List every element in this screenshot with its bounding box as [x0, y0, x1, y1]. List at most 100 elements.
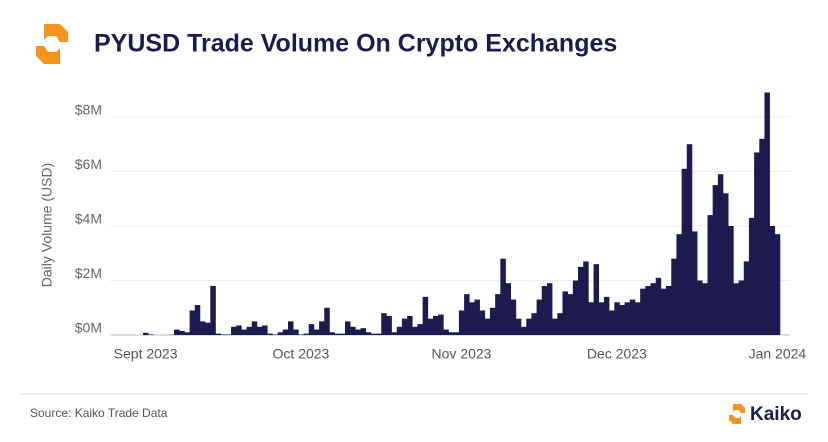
x-tick-label: Sept 2023	[114, 346, 178, 362]
bar	[666, 285, 672, 335]
bar	[148, 334, 154, 335]
bar	[344, 321, 351, 335]
bar	[355, 329, 361, 335]
bar	[277, 332, 284, 335]
bar	[655, 277, 662, 335]
bar	[464, 294, 470, 335]
bar	[174, 329, 180, 335]
bar	[609, 310, 615, 335]
bar	[738, 280, 745, 335]
bar	[676, 234, 682, 335]
bar	[469, 302, 475, 335]
bar	[194, 305, 201, 335]
bar	[634, 302, 641, 335]
bar	[686, 144, 693, 335]
bar	[396, 326, 403, 335]
x-tick-label: Jan 2024	[749, 346, 807, 362]
bar	[691, 231, 698, 335]
bar	[350, 326, 356, 335]
bar	[484, 318, 491, 335]
bar	[624, 302, 631, 335]
bar	[769, 226, 776, 335]
bar	[458, 310, 465, 335]
bar	[660, 288, 667, 335]
bar	[236, 325, 242, 335]
bar	[339, 333, 346, 335]
bar	[448, 332, 455, 335]
y-axis-label: Daily Volume (USD)	[39, 163, 55, 287]
bar	[562, 291, 568, 335]
bar	[500, 258, 506, 335]
bar	[319, 321, 325, 335]
bar	[489, 307, 496, 335]
bar	[521, 326, 527, 335]
bar	[391, 332, 398, 335]
bar	[179, 330, 185, 335]
x-tick-label: Dec 2023	[587, 346, 647, 362]
bar	[759, 138, 765, 335]
bar	[262, 325, 268, 335]
chart-title: PYUSD Trade Volume On Crypto Exchanges	[94, 30, 617, 58]
bar	[774, 234, 781, 335]
bar	[588, 302, 594, 335]
bar	[324, 307, 330, 335]
bar	[723, 193, 729, 335]
bar	[515, 318, 522, 335]
bar	[433, 315, 439, 335]
bar	[619, 305, 625, 335]
bar	[298, 334, 304, 335]
bar	[199, 321, 206, 335]
bar	[510, 299, 517, 335]
brand: Kaiko	[750, 404, 802, 425]
bar	[407, 315, 413, 335]
bar	[603, 296, 610, 335]
bar	[552, 318, 558, 335]
bar	[443, 329, 449, 335]
bar	[754, 152, 760, 335]
bar	[246, 326, 253, 335]
y-tick-label: $2M	[75, 265, 102, 281]
x-tick-label: Oct 2023	[273, 346, 330, 362]
bar	[681, 168, 688, 335]
bar	[422, 296, 429, 335]
bar	[184, 332, 190, 335]
bar	[267, 333, 273, 335]
bar	[143, 332, 149, 335]
bar	[546, 283, 553, 335]
bar	[567, 294, 574, 335]
bar	[381, 313, 387, 335]
bar	[225, 334, 232, 335]
bar	[474, 299, 480, 335]
x-tick-label: Nov 2023	[432, 346, 492, 362]
bar	[764, 92, 770, 335]
bar	[614, 302, 620, 335]
bar	[438, 314, 444, 335]
bar	[427, 318, 434, 335]
bar	[334, 333, 341, 335]
logo	[36, 24, 68, 64]
bar	[293, 329, 299, 335]
bar	[303, 333, 310, 335]
bar	[288, 321, 294, 335]
bar	[629, 299, 636, 335]
bar	[702, 283, 708, 335]
bar	[417, 324, 423, 335]
bar	[572, 280, 579, 335]
bar	[536, 299, 543, 335]
bar	[697, 280, 703, 335]
bar	[557, 313, 563, 335]
bar	[215, 333, 221, 335]
bar	[272, 334, 278, 335]
bar	[717, 174, 724, 335]
source: Source: Kaiko Trade Data	[30, 406, 168, 420]
bar	[583, 261, 589, 335]
bar	[743, 261, 750, 335]
bar	[220, 334, 227, 335]
bar	[308, 324, 315, 335]
bar	[386, 315, 392, 335]
bar	[370, 333, 377, 335]
bar	[733, 283, 739, 335]
bar	[531, 313, 537, 335]
bar	[505, 283, 511, 335]
